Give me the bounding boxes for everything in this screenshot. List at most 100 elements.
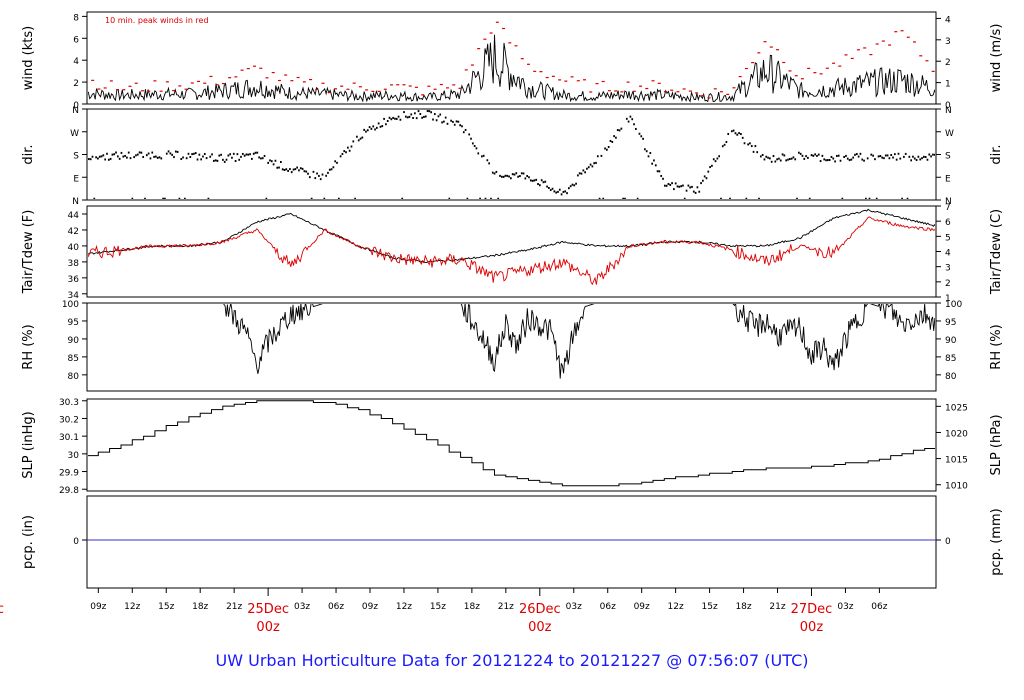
- direction-point: [308, 176, 311, 179]
- ytick-label-right-wind: 2: [945, 58, 951, 68]
- direction-point: [580, 172, 583, 175]
- direction-point: [812, 154, 815, 157]
- peak-wind-point: [408, 85, 412, 87]
- direction-point: [883, 157, 885, 160]
- peak-wind-point: [265, 77, 269, 79]
- ytick-label-right-temp: 6: [945, 218, 951, 228]
- direction-point: [921, 157, 923, 160]
- direction-point: [310, 197, 313, 199]
- direction-point: [823, 158, 826, 161]
- direction-point: [220, 153, 222, 156]
- direction-point: [517, 175, 519, 178]
- peak-wind-point: [844, 54, 848, 56]
- ytick-label-left-rh: 90: [68, 336, 80, 346]
- direction-point: [379, 125, 382, 128]
- peak-wind-point: [906, 36, 910, 38]
- direction-point: [464, 128, 467, 131]
- direction-point: [535, 178, 538, 181]
- x-tick-label: 21z: [769, 602, 785, 612]
- direction-point: [158, 156, 161, 159]
- direction-point: [488, 162, 490, 165]
- ytick-label-left-temp: 40: [68, 243, 80, 253]
- direction-point: [249, 153, 251, 156]
- direction-point: [470, 137, 472, 140]
- direction-point: [506, 174, 509, 177]
- peak-wind-point: [390, 84, 394, 86]
- peak-wind-point: [763, 41, 767, 43]
- direction-point: [673, 188, 675, 191]
- peak-wind-point: [290, 80, 294, 82]
- direction-point: [241, 152, 244, 155]
- direction-point: [265, 197, 268, 199]
- direction-point: [620, 127, 623, 130]
- direction-point: [218, 154, 221, 157]
- direction-point: [919, 158, 922, 161]
- direction-point: [446, 122, 449, 125]
- peak-wind-point: [240, 69, 244, 71]
- direction-point: [196, 158, 199, 161]
- plot-area-temp: [88, 208, 935, 286]
- direction-point: [926, 158, 929, 161]
- direction-point: [475, 147, 478, 150]
- ytick-label-right-temp: 2: [945, 279, 951, 289]
- peak-wind-point: [564, 80, 568, 82]
- peak-wind-point: [439, 83, 443, 86]
- ytick-label-right-slp: 1010: [945, 482, 968, 492]
- direction-point: [633, 123, 635, 126]
- direction-point: [586, 167, 588, 170]
- x-tick-label: 18z: [192, 602, 208, 612]
- series-line-wind-mean: [88, 34, 935, 103]
- direction-point: [126, 156, 128, 159]
- ytick-label-left-dir: N: [72, 106, 79, 116]
- ytick-label-pcp: 0: [73, 537, 79, 547]
- direction-point: [386, 119, 389, 122]
- direction-point: [147, 152, 150, 155]
- peak-wind-point: [153, 80, 157, 82]
- panel-frame-pcp: [86, 495, 937, 589]
- direction-point: [403, 111, 405, 114]
- direction-point: [109, 157, 112, 160]
- direction-point: [841, 197, 844, 199]
- direction-point: [500, 175, 503, 178]
- ytick-label-right-dir: N: [945, 106, 952, 116]
- direction-point: [906, 197, 909, 199]
- direction-point: [928, 153, 931, 156]
- direction-point: [305, 170, 308, 173]
- direction-point: [600, 154, 603, 157]
- direction-point: [634, 127, 637, 130]
- direction-point: [729, 197, 731, 199]
- direction-point: [589, 163, 592, 166]
- peak-wind-point: [302, 81, 306, 83]
- direction-point: [879, 155, 882, 158]
- direction-point: [562, 190, 565, 193]
- direction-point: [486, 159, 489, 162]
- direction-point: [779, 159, 782, 162]
- peak-wind-point: [346, 88, 350, 90]
- direction-point: [365, 130, 367, 133]
- direction-point: [120, 151, 123, 154]
- peak-wind-point: [396, 84, 400, 86]
- peak-wind-point: [452, 84, 456, 86]
- ytick-label-right-temp: 5: [945, 233, 951, 243]
- direction-point: [913, 157, 916, 160]
- direction-point: [415, 117, 418, 120]
- direction-point: [417, 110, 420, 113]
- direction-point: [462, 131, 465, 134]
- direction-point: [607, 145, 610, 148]
- direction-point: [234, 159, 237, 162]
- peak-wind-point: [888, 44, 892, 46]
- direction-point: [118, 157, 121, 160]
- peak-wind-point: [856, 49, 860, 51]
- direction-point: [406, 116, 409, 119]
- direction-point: [558, 188, 561, 191]
- direction-point: [419, 113, 422, 116]
- x-tick-label: 09z: [362, 602, 378, 612]
- peak-wind-point: [663, 91, 667, 93]
- direction-point: [191, 153, 193, 156]
- direction-point: [910, 159, 912, 162]
- direction-point: [848, 159, 851, 162]
- ytick-label-right-rh: 80: [945, 372, 957, 382]
- direction-point: [356, 135, 358, 138]
- direction-point: [394, 117, 396, 120]
